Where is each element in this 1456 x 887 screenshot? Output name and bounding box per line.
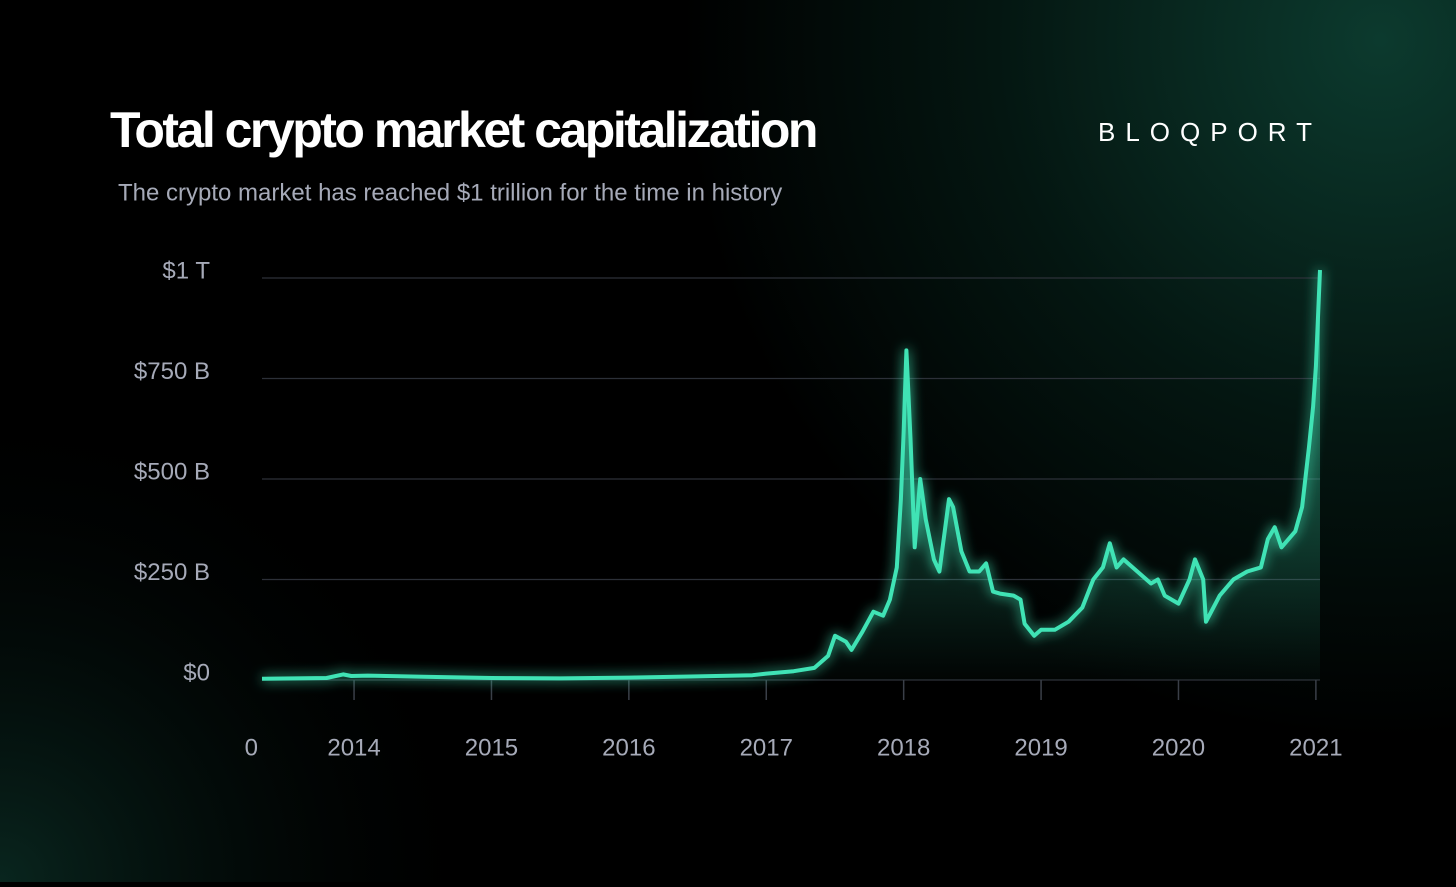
area [262, 270, 1320, 680]
x-tick-label: 2015 [465, 734, 518, 761]
x-tick-label: 0 [245, 734, 258, 761]
y-tick-label: $250 B [134, 559, 210, 586]
x-tick-label: 2018 [877, 734, 930, 761]
line [261, 269, 1322, 681]
chart-subtitle: The crypto market has reached $1 trillio… [118, 179, 782, 206]
y-tick-label: $500 B [134, 458, 210, 485]
brand-logo: BLOQPORT [1098, 117, 1322, 147]
y-tick-label: $1 T [162, 257, 210, 284]
plot-area: $0 $250 B $500 B $750 B $1 T 0 2014 2015 2016 201… [134, 257, 1343, 761]
chart-title: Total crypto market capitalization [110, 102, 816, 158]
x-tick-label: 2016 [602, 734, 655, 761]
x-tick-label: 2021 [1289, 734, 1342, 761]
x-tick-label: 2020 [1152, 734, 1205, 761]
x-tick-label: 2017 [740, 734, 793, 761]
x-tick-label: 2014 [327, 734, 380, 761]
y-tick-label: $0 [183, 659, 210, 686]
x-tick-label: 2019 [1014, 734, 1067, 761]
y-tick-label: $750 B [134, 358, 210, 385]
